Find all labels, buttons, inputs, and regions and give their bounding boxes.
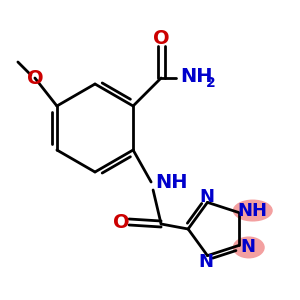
- Text: N: N: [198, 253, 213, 271]
- Text: O: O: [153, 29, 169, 49]
- Text: NH: NH: [155, 172, 188, 191]
- Text: O: O: [27, 68, 43, 88]
- Text: N: N: [199, 188, 214, 206]
- Text: O: O: [113, 212, 129, 232]
- Text: NH: NH: [238, 202, 268, 220]
- Ellipse shape: [233, 200, 273, 221]
- Text: 2: 2: [206, 76, 216, 90]
- Ellipse shape: [233, 236, 265, 259]
- Text: N: N: [240, 238, 255, 256]
- Text: NH: NH: [180, 68, 213, 86]
